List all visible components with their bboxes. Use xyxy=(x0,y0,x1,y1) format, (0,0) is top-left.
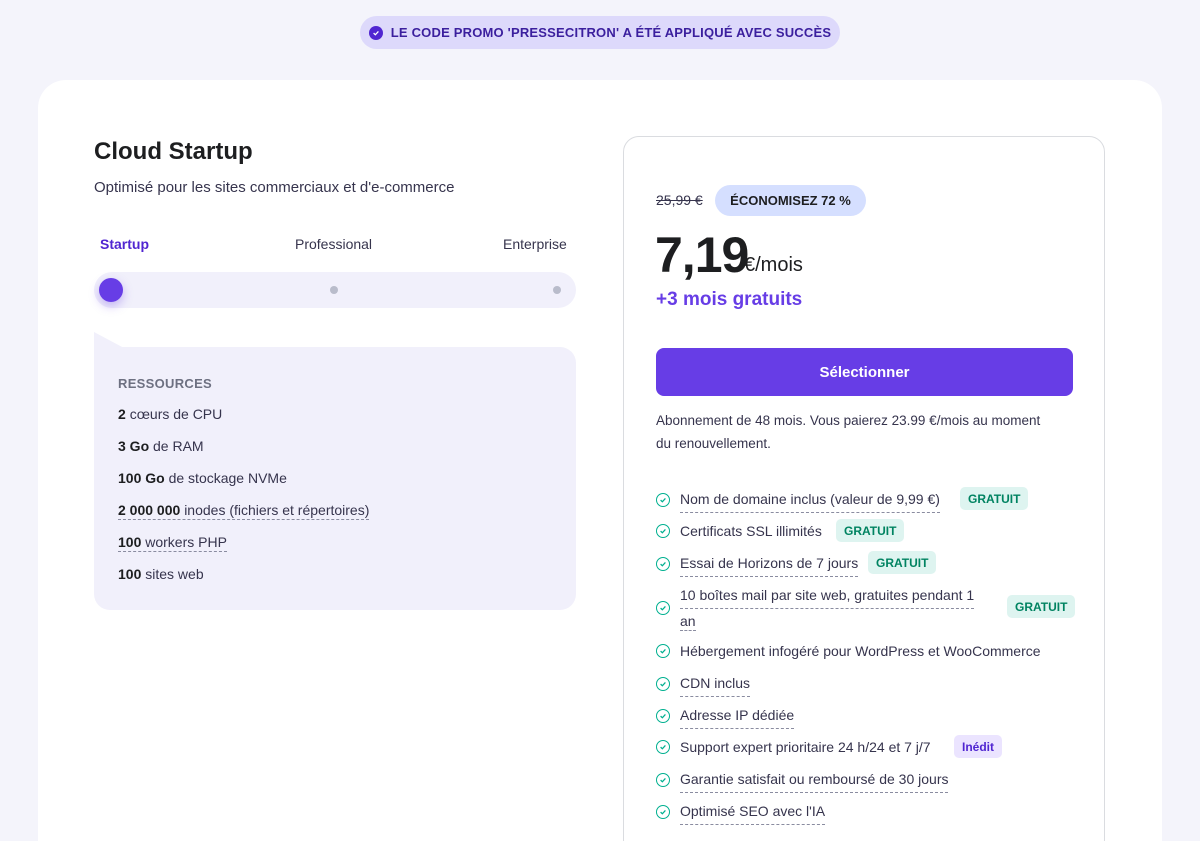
plan-subtitle: Optimisé pour les sites commerciaux et d… xyxy=(94,179,455,196)
feature-mailboxes[interactable]: 10 boîtes mail par site web, gratuites p… xyxy=(656,583,975,633)
plan-title: Cloud Startup xyxy=(94,138,253,165)
resources-title: RESSOURCES xyxy=(118,376,213,391)
resource-storage: 100 Go de stockage NVMe xyxy=(118,470,287,486)
feature-dedicated-ip[interactable]: Adresse IP dédiée xyxy=(656,703,795,729)
feature-label: Nom de domaine inclus (valeur de 9,99 €) xyxy=(680,487,940,513)
check-circle-icon xyxy=(656,677,670,691)
savings-badge: ÉCONOMISEZ 72 % xyxy=(715,185,866,216)
feature-label: 10 boîtes mail par site web, gratuites p… xyxy=(680,583,975,633)
feature-cdn[interactable]: CDN inclus xyxy=(656,671,751,697)
feature-label: Adresse IP dédiée xyxy=(680,703,795,729)
feature-ssl: Certificats SSL illimités xyxy=(656,519,822,543)
resource-php-workers[interactable]: 100 workers PHP xyxy=(118,534,227,552)
feature-label: Support expert prioritaire 24 h/24 et 7 … xyxy=(680,739,931,755)
check-circle-icon xyxy=(656,524,670,538)
slider-handle[interactable] xyxy=(99,278,123,302)
check-circle-icon xyxy=(656,773,670,787)
tier-enterprise[interactable]: Enterprise xyxy=(503,236,567,252)
check-circle-icon xyxy=(656,644,670,658)
feature-managed-hosting: Hébergement infogéré pour WordPress et W… xyxy=(656,639,1041,663)
bonus-months: +3 mois gratuits xyxy=(656,289,803,310)
slider-stop-enterprise[interactable] xyxy=(553,286,561,294)
tier-professional[interactable]: Professional xyxy=(295,236,373,252)
new-tag: Inédit xyxy=(954,735,1002,758)
free-tag: GRATUIT xyxy=(1007,595,1076,618)
check-circle-icon xyxy=(656,557,670,571)
feature-label: Certificats SSL illimités xyxy=(680,523,822,539)
free-tag: GRATUIT xyxy=(836,519,905,542)
promo-text: LE CODE PROMO 'PRESSECITRON' A ÉTÉ APPLI… xyxy=(390,25,832,40)
tier-startup[interactable]: Startup xyxy=(100,236,149,252)
feature-label: Essai de Horizons de 7 jours xyxy=(680,551,859,577)
resources-panel: RESSOURCES 2 cœurs de CPU 3 Go de RAM 10… xyxy=(94,347,576,610)
price-unit: €/mois xyxy=(744,254,803,276)
feature-label: Optimisé SEO avec l'IA xyxy=(680,799,826,825)
resource-websites: 100 sites web xyxy=(118,566,204,582)
old-price: 25,99 € xyxy=(656,192,703,208)
check-circle-icon xyxy=(656,709,670,723)
resource-cpu: 2 cœurs de CPU xyxy=(118,406,223,422)
verified-badge-icon xyxy=(368,25,383,40)
free-tag: GRATUIT xyxy=(960,487,1029,510)
select-button[interactable]: Sélectionner xyxy=(656,348,1073,396)
tier-slider[interactable] xyxy=(94,272,576,308)
feature-label: Hébergement infogéré pour WordPress et W… xyxy=(680,643,1041,659)
renewal-note: Abonnement de 48 mois. Vous paierez 23.9… xyxy=(656,413,1041,451)
check-circle-icon xyxy=(656,493,670,507)
feature-label: CDN inclus xyxy=(680,671,751,697)
resource-ram: 3 Go de RAM xyxy=(118,438,204,454)
feature-domain[interactable]: Nom de domaine inclus (valeur de 9,99 €) xyxy=(656,487,940,513)
feature-money-back[interactable]: Garantie satisfait ou remboursé de 30 jo… xyxy=(656,767,949,793)
slider-stop-professional[interactable] xyxy=(330,286,338,294)
feature-label: Garantie satisfait ou remboursé de 30 jo… xyxy=(680,767,949,793)
feature-priority-support: Support expert prioritaire 24 h/24 et 7 … xyxy=(656,735,931,759)
check-circle-icon xyxy=(656,740,670,754)
feature-horizons[interactable]: Essai de Horizons de 7 jours xyxy=(656,551,859,577)
check-circle-icon xyxy=(656,805,670,819)
check-circle-icon xyxy=(656,601,670,615)
free-tag: GRATUIT xyxy=(868,551,937,574)
price-value: 7,19 xyxy=(655,227,749,283)
feature-seo-ai[interactable]: Optimisé SEO avec l'IA xyxy=(656,799,826,825)
promo-banner: LE CODE PROMO 'PRESSECITRON' A ÉTÉ APPLI… xyxy=(360,16,840,49)
resources-pointer xyxy=(94,332,124,348)
resource-inodes[interactable]: 2 000 000 inodes (fichiers et répertoire… xyxy=(118,502,370,520)
